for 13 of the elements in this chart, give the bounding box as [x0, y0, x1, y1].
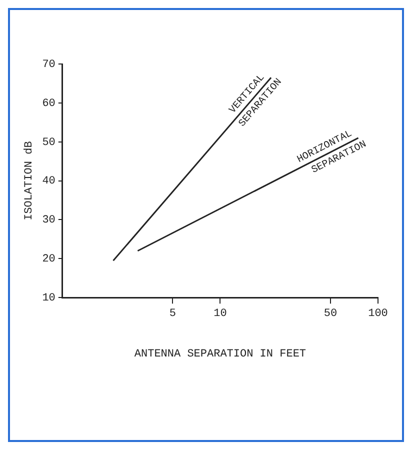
y-tick-label: 30 [42, 214, 56, 227]
x-tick-label: 5 [169, 308, 176, 320]
y-axis-title: ISOLATION dB [24, 140, 36, 220]
y-tick-label: 70 [42, 58, 56, 71]
y-tick-label: 50 [42, 136, 56, 149]
x-tick-label: 10 [214, 308, 227, 320]
y-tick-label: 40 [42, 176, 56, 188]
x-axis-title: ANTENNA SEPARATION IN FEET [134, 348, 306, 360]
y-tick-label: 10 [42, 292, 56, 305]
x-tick-label: 50 [324, 308, 338, 320]
x-tick-label: 100 [368, 308, 388, 320]
y-tick-label: 60 [42, 98, 56, 110]
y-tick-label: 20 [42, 254, 56, 266]
